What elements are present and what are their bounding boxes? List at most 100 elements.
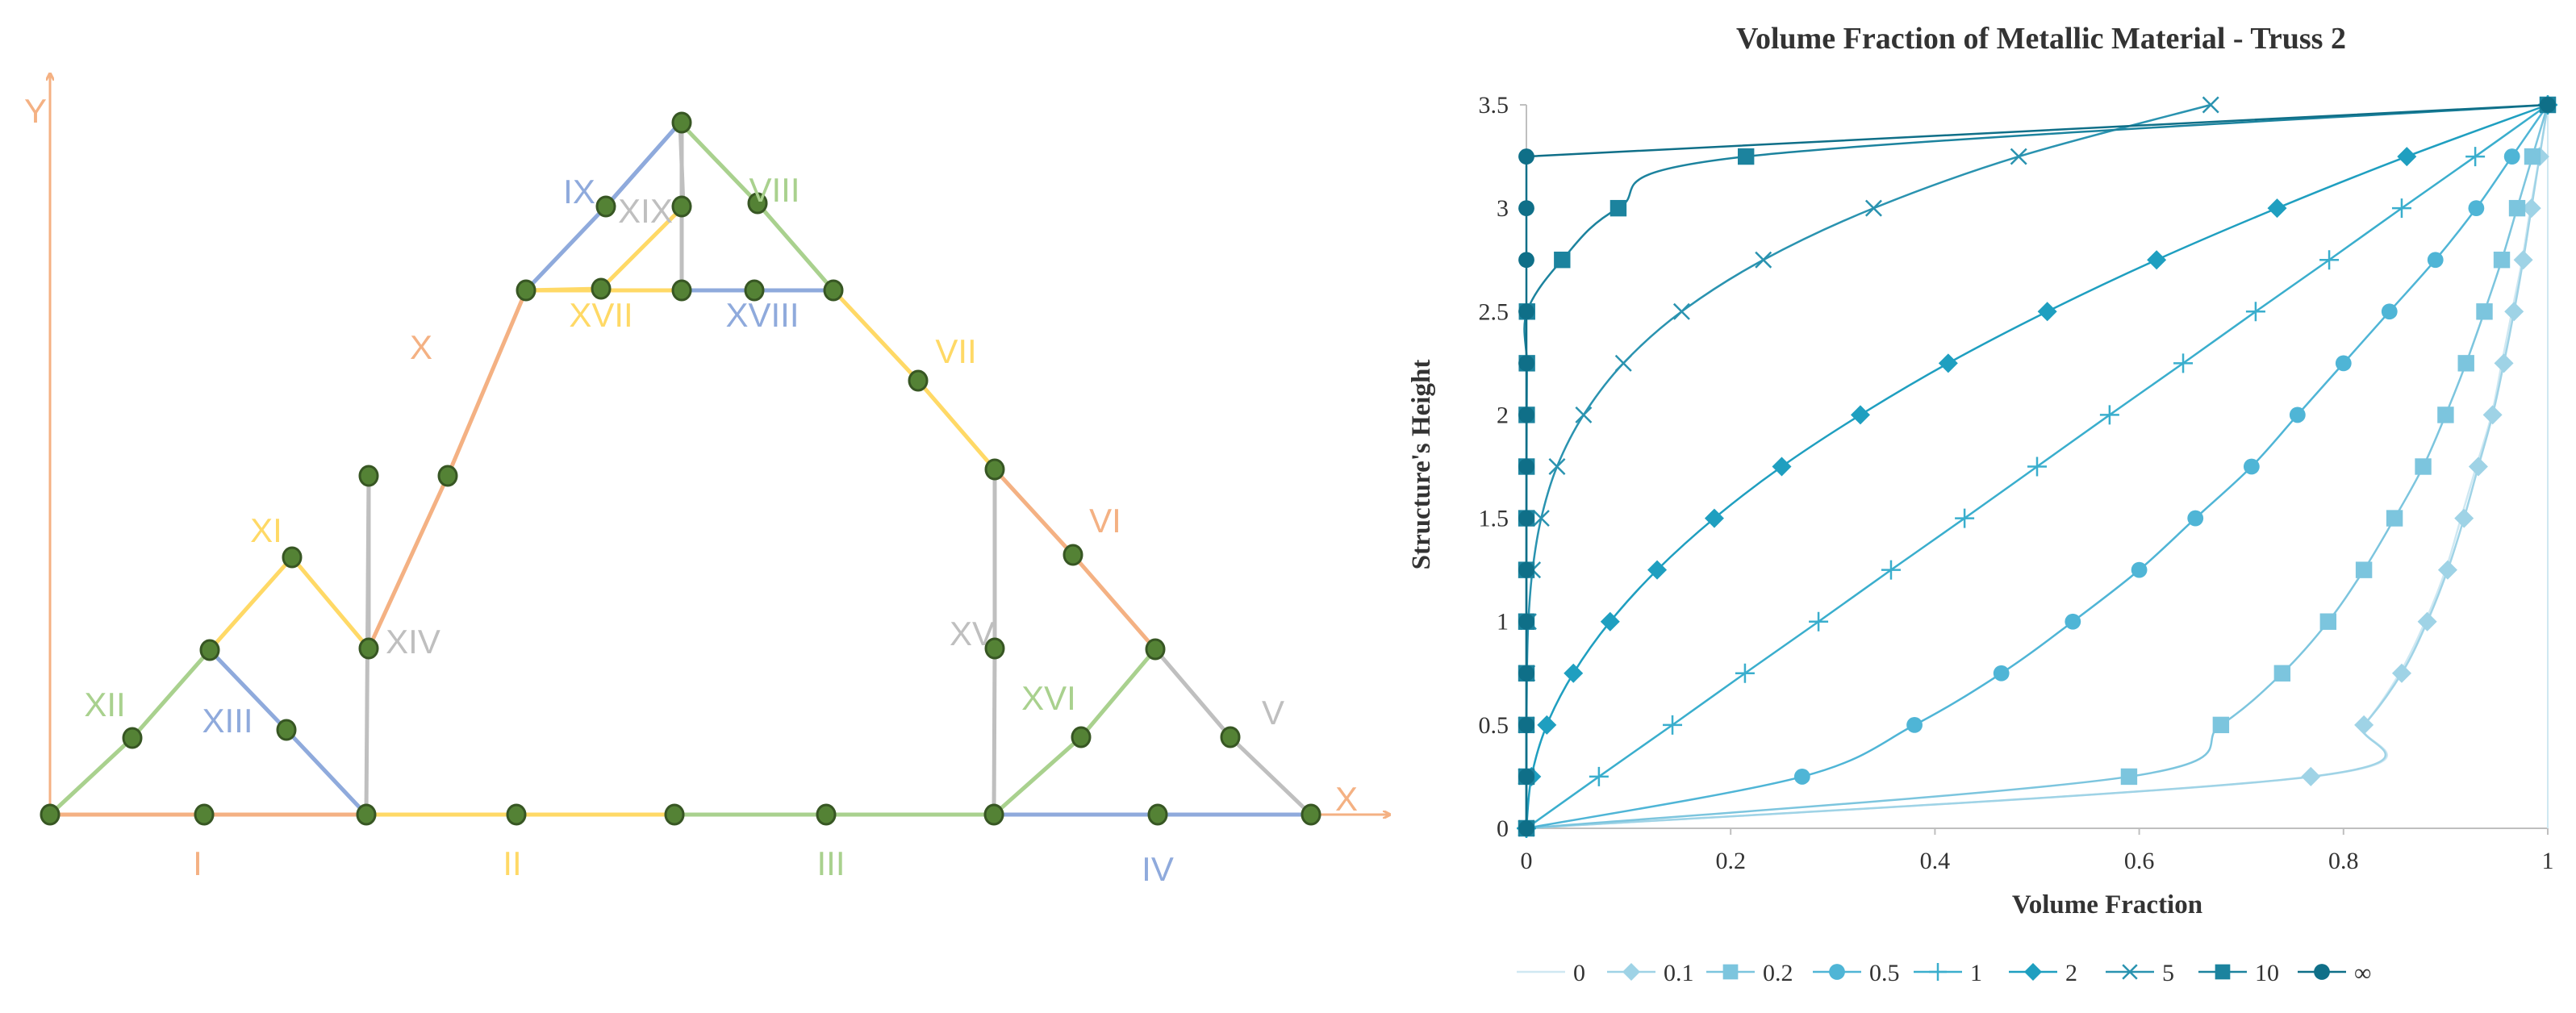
- y-tick-label: 3.5: [1479, 92, 1509, 119]
- data-point-marker: [2381, 303, 2398, 320]
- data-point-marker: [2468, 200, 2485, 217]
- legend-label: 10: [2255, 960, 2279, 986]
- y-tick-label: 1: [1497, 609, 1509, 636]
- legend-label: 0.5: [1869, 960, 1900, 986]
- data-point-marker: [1518, 613, 1534, 630]
- x-axis-title: Volume Fraction: [2012, 890, 2202, 919]
- truss-member-label-iii: III: [816, 844, 845, 882]
- data-point-marker: [1906, 716, 1923, 733]
- data-point-marker: [2289, 406, 2306, 423]
- data-point-marker: [1518, 561, 1534, 578]
- data-point-marker: [2504, 302, 2524, 322]
- legend-item: 1: [1914, 960, 1982, 986]
- data-point-marker: [2457, 355, 2474, 372]
- data-point-marker: [2024, 963, 2042, 981]
- data-point-marker: [1793, 769, 1810, 785]
- legend-item: 0.2: [1706, 960, 1793, 986]
- truss-member: [1229, 736, 1313, 816]
- chart-title: Volume Fraction of Metallic Material - T…: [1736, 22, 2346, 56]
- data-point-marker: [1554, 252, 1571, 269]
- x-tick-label: 0.8: [2328, 848, 2359, 874]
- data-point-marker: [1663, 715, 1683, 735]
- truss-node: [747, 192, 768, 215]
- data-point-marker: [2437, 560, 2457, 580]
- truss-member: [285, 728, 368, 816]
- truss-node: [744, 279, 765, 302]
- truss-member: [366, 474, 450, 650]
- truss-node: [1147, 803, 1168, 826]
- x-tick-label: 0: [1521, 848, 1533, 874]
- data-point-marker: [1929, 963, 1947, 981]
- data-point-marker: [2454, 508, 2474, 528]
- truss-member-label-xv: XV: [950, 615, 995, 652]
- truss-member-label-xiii: XIII: [202, 702, 253, 740]
- x-tick-label: 0.6: [2124, 848, 2155, 874]
- truss-member-label-xvii: XVII: [569, 296, 633, 334]
- y-tick-label: 0: [1497, 815, 1509, 842]
- truss-node: [282, 546, 303, 569]
- data-point-marker: [1850, 405, 1870, 425]
- truss-node: [1145, 638, 1166, 661]
- truss-node: [816, 803, 837, 826]
- x-tick-label: 0.2: [1715, 848, 1746, 874]
- truss-member-label-xvi: XVI: [1021, 679, 1076, 717]
- truss-member: [445, 290, 528, 477]
- data-point-marker: [2173, 353, 2194, 373]
- truss-node: [40, 803, 61, 826]
- data-point-marker: [2027, 456, 2047, 477]
- truss-x-axis-label: X: [1335, 780, 1358, 818]
- data-point-marker: [2202, 96, 2219, 114]
- data-point-marker: [1881, 560, 1901, 580]
- truss-y-axis-label: Y: [24, 92, 47, 130]
- data-point-marker: [2131, 561, 2148, 578]
- data-point-marker: [2215, 964, 2231, 980]
- data-point-marker: [2065, 613, 2081, 630]
- truss-node: [595, 195, 616, 218]
- data-point-marker: [1622, 963, 1640, 981]
- y-tick-label: 3: [1497, 195, 1509, 222]
- truss-member: [678, 121, 759, 205]
- y-tick-label: 2: [1497, 402, 1509, 428]
- data-point-marker: [2524, 148, 2541, 165]
- truss-member-label-xiv: XIV: [386, 623, 440, 661]
- data-point-marker: [2468, 456, 2488, 477]
- legend-item: 10: [2198, 960, 2279, 986]
- data-point-marker: [2212, 716, 2230, 734]
- data-point-marker: [2010, 148, 2027, 165]
- y-tick-label: 1.5: [1479, 506, 1509, 532]
- legend-label: 0: [1573, 960, 1585, 986]
- data-point-marker: [2540, 97, 2556, 113]
- series-3: [1518, 97, 2556, 836]
- truss-node: [664, 803, 685, 826]
- data-point-marker: [1518, 458, 1534, 475]
- truss-member-label-xi: XI: [250, 511, 282, 549]
- data-point-marker: [1575, 406, 1593, 423]
- data-point-marker: [2301, 766, 2321, 786]
- data-point-marker: [1993, 665, 2010, 682]
- data-point-marker: [1614, 354, 1632, 372]
- data-point-marker: [2427, 252, 2444, 269]
- data-point-marker: [2187, 510, 2204, 527]
- data-point-marker: [1518, 252, 1534, 269]
- legend-label: 1: [1970, 960, 1982, 986]
- data-point-marker: [2397, 147, 2417, 167]
- data-point-marker: [2437, 406, 2454, 423]
- data-point-marker: [2099, 405, 2119, 425]
- truss-member-label-ii: II: [503, 844, 521, 882]
- truss-node: [506, 803, 527, 826]
- data-point-marker: [2037, 302, 2057, 322]
- truss-node: [122, 727, 143, 749]
- data-point-marker: [2391, 198, 2411, 219]
- data-point-marker: [1809, 611, 1829, 632]
- truss-member: [604, 121, 682, 208]
- truss-node: [358, 637, 379, 660]
- data-point-marker: [2476, 303, 2493, 320]
- data-point-marker: [1518, 820, 1534, 836]
- data-point-marker: [1518, 303, 1534, 320]
- data-point-marker: [1600, 611, 1620, 632]
- data-point-marker: [2319, 613, 2337, 630]
- chart-series: [1517, 95, 2557, 838]
- data-point-marker: [1518, 665, 1534, 682]
